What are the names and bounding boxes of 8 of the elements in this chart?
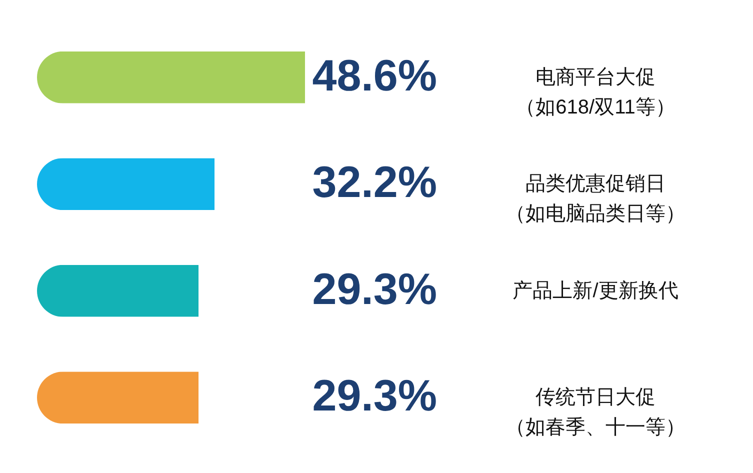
data-label: 48.6% — [312, 51, 437, 100]
y-tick-label: 品类优惠促销日（如电脑品类日等） — [506, 173, 686, 226]
data-label: 29.3% — [312, 372, 437, 421]
y-tick-label: 传统节日大促（如春季、十一等） — [506, 386, 686, 439]
y-tick-label: 电商平台大促（如618/双11等） — [516, 66, 676, 118]
data-label: 32.2% — [312, 158, 437, 208]
data-label: 29.3% — [312, 264, 437, 314]
y-tick-label: 产品上新/更新换代 — [512, 280, 678, 302]
